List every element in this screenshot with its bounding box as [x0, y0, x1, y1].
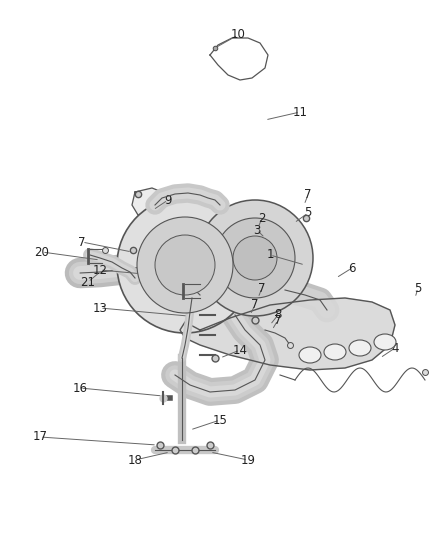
Circle shape — [117, 197, 253, 333]
Text: 18: 18 — [127, 454, 142, 466]
Text: 12: 12 — [92, 263, 107, 277]
Text: 19: 19 — [240, 454, 255, 466]
Polygon shape — [132, 188, 165, 218]
Ellipse shape — [374, 334, 396, 350]
Circle shape — [137, 217, 233, 313]
Ellipse shape — [349, 340, 371, 356]
Circle shape — [215, 218, 295, 298]
Text: 5: 5 — [304, 206, 312, 220]
Text: 16: 16 — [73, 382, 88, 394]
Text: 2: 2 — [258, 212, 266, 224]
Text: 11: 11 — [293, 106, 307, 118]
Circle shape — [233, 236, 277, 280]
Text: 7: 7 — [251, 298, 259, 311]
Text: 10: 10 — [230, 28, 245, 42]
Circle shape — [155, 235, 215, 295]
Text: 14: 14 — [233, 343, 247, 357]
Text: 17: 17 — [32, 431, 47, 443]
Circle shape — [197, 200, 313, 316]
Text: 7: 7 — [274, 313, 282, 327]
Text: 7: 7 — [304, 189, 312, 201]
Text: 15: 15 — [212, 414, 227, 426]
Text: 20: 20 — [35, 246, 49, 259]
Text: 13: 13 — [92, 302, 107, 314]
Text: 4: 4 — [391, 342, 399, 354]
Text: 21: 21 — [81, 276, 95, 288]
Text: 8: 8 — [274, 309, 282, 321]
Text: 3: 3 — [253, 223, 261, 237]
Ellipse shape — [299, 347, 321, 363]
Text: 7: 7 — [78, 236, 86, 248]
Ellipse shape — [324, 344, 346, 360]
Text: 5: 5 — [414, 281, 422, 295]
Text: 6: 6 — [348, 262, 356, 274]
Text: 1: 1 — [266, 248, 274, 262]
Text: 9: 9 — [164, 193, 172, 206]
Text: 7: 7 — [258, 281, 266, 295]
Polygon shape — [180, 298, 395, 370]
